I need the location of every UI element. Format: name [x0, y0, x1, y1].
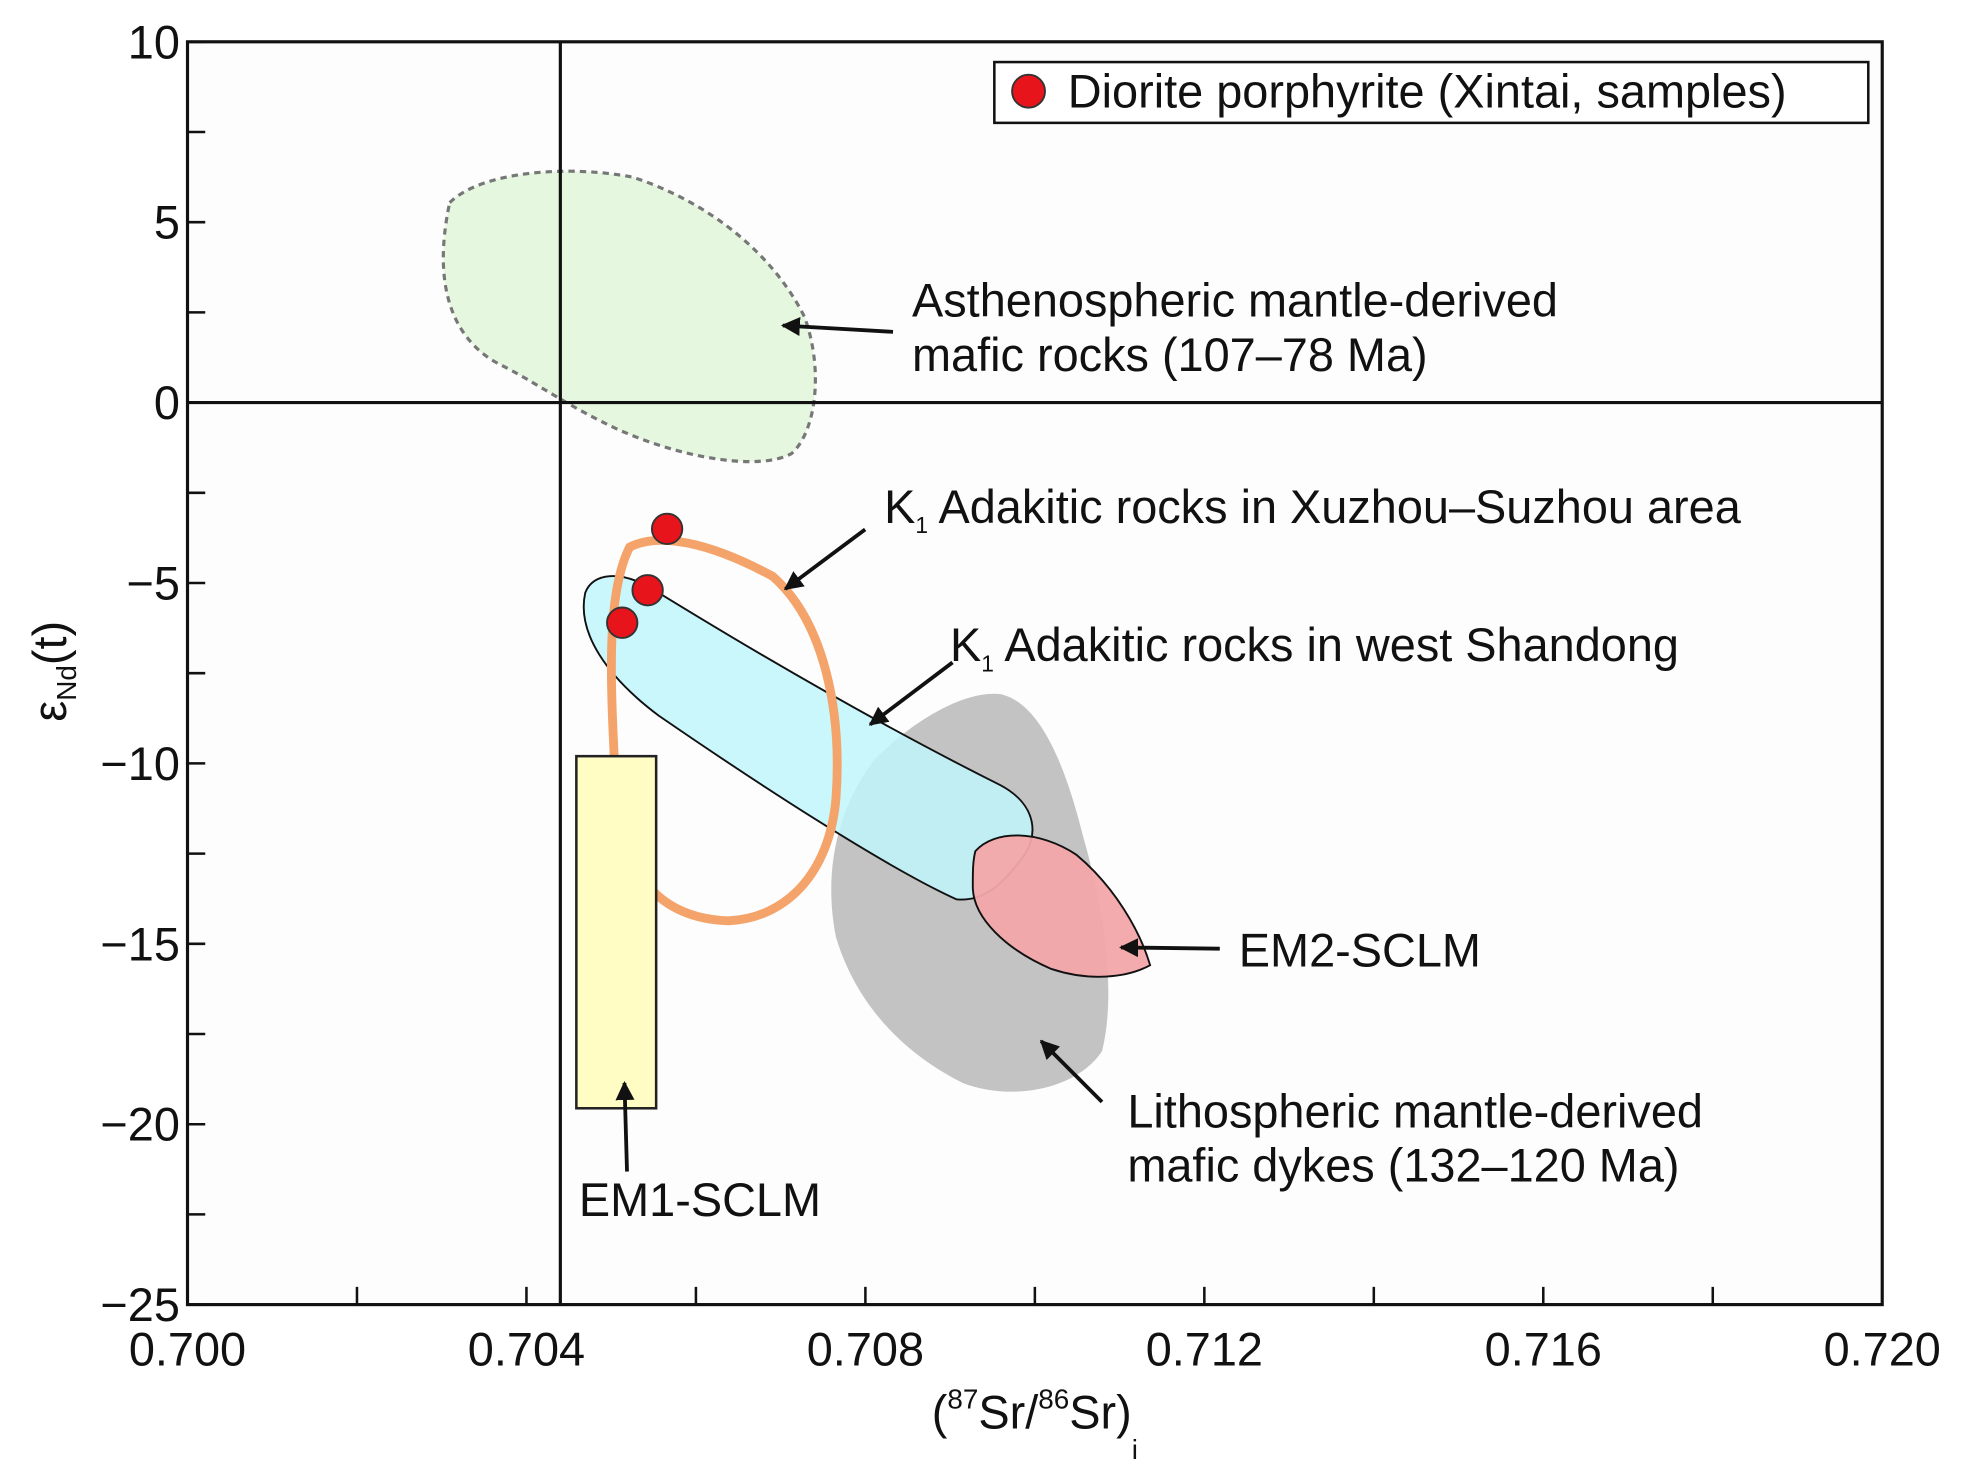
annotation: K1 Adakitic rocks in west Shandong — [950, 619, 1679, 676]
annotation-part: K — [884, 481, 915, 533]
annotation: EM2-SCLM — [1239, 924, 1481, 976]
data-point — [631, 574, 664, 607]
x-tick-label: 0.700 — [129, 1323, 246, 1375]
y-tick-label: 5 — [154, 197, 180, 249]
x-tick-label: 0.704 — [468, 1323, 585, 1375]
x-tick-label: 0.716 — [1485, 1323, 1602, 1375]
arrow — [783, 527, 867, 591]
y-tick-label: −10 — [100, 738, 180, 790]
em1-field — [575, 754, 658, 1110]
x-axis-label-part: 86 — [1038, 1383, 1069, 1414]
annotation: mafic rocks (107–78 Ma) — [912, 329, 1428, 381]
y-axis-label-part: Nd — [51, 665, 82, 701]
x-axis-label-part: Sr/ — [978, 1387, 1039, 1439]
asthenospheric-field — [441, 169, 817, 464]
legend-label: Diorite porphyrite (Xintai, samples) — [1068, 66, 1787, 118]
xuzhou-field — [606, 535, 842, 926]
y-axis-label-part: (t) — [24, 621, 76, 665]
annotation-part: Adakitic rocks in Xuzhou–Suzhou area — [928, 481, 1742, 533]
x-axis-label-part: 87 — [947, 1383, 978, 1414]
y-tick-label: −5 — [126, 557, 179, 609]
annotation: Asthenospheric mantle-derived — [912, 275, 1558, 327]
x-tick-label: 0.708 — [807, 1323, 924, 1375]
arrow — [1119, 938, 1220, 958]
y-tick-label: 10 — [128, 16, 180, 68]
fields — [441, 169, 1152, 1110]
y-axis-label-part: ε — [24, 701, 76, 722]
annotation-part: 1 — [915, 512, 928, 538]
arrows — [615, 317, 1220, 1172]
arrow — [868, 660, 954, 727]
y-tick-label: −25 — [100, 1279, 180, 1331]
annotation: K1 Adakitic rocks in Xuzhou–Suzhou area — [884, 481, 1742, 538]
x-tick-label: 0.712 — [1146, 1323, 1263, 1375]
y-tick-label: −15 — [100, 918, 180, 970]
x-axis-label: (87Sr/86Sr)i — [932, 1383, 1138, 1465]
arrow — [780, 317, 894, 336]
annotation: EM1-SCLM — [579, 1174, 821, 1226]
data-point — [650, 512, 684, 546]
legend-marker — [1011, 73, 1046, 109]
annotation-part: K — [950, 619, 981, 671]
x-tick-label: 0.720 — [1824, 1323, 1941, 1375]
x-axis-label-part: ( — [932, 1387, 948, 1439]
arrow — [615, 1081, 635, 1172]
y-tick-label: −20 — [100, 1099, 180, 1151]
annotation: Lithospheric mantle-derived — [1127, 1085, 1703, 1137]
annotation: mafic dykes (132–120 Ma) — [1127, 1140, 1679, 1192]
legend-box — [993, 60, 1870, 125]
x-axis-label-part: i — [1132, 1434, 1138, 1465]
y-tick-label: 0 — [154, 377, 180, 429]
annotation-part: 1 — [981, 650, 994, 676]
em2-field — [971, 834, 1152, 978]
legend: Diorite porphyrite (Xintai, samples) — [993, 60, 1870, 125]
annotation-part: Adakitic rocks in west Shandong — [994, 619, 1679, 671]
arrow — [1039, 1039, 1104, 1104]
y-axis-label: εNd(t) — [24, 621, 82, 722]
x-axis-label-part: Sr) — [1069, 1387, 1131, 1439]
data-point — [606, 606, 639, 639]
